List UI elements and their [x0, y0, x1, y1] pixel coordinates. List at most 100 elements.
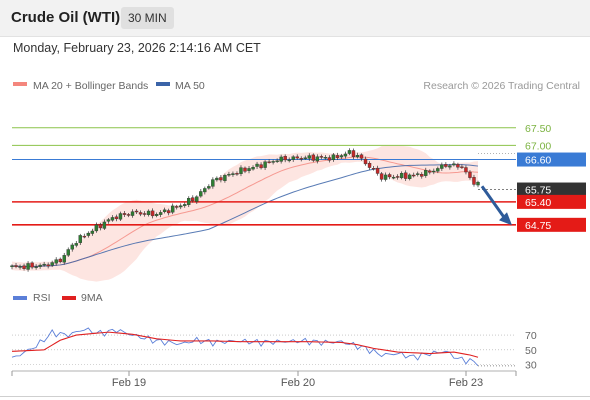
candle-body — [259, 164, 263, 169]
candle-body — [126, 214, 131, 216]
interval-badge[interactable]: 30 MIN — [121, 7, 174, 29]
candle-body — [460, 166, 464, 168]
candle-body — [243, 167, 247, 172]
candle-body — [468, 171, 472, 178]
candle-body — [452, 163, 456, 166]
candle-body — [62, 255, 66, 263]
rsi-legend-swatch — [13, 296, 27, 300]
candle-body — [444, 164, 448, 167]
candle-body — [428, 170, 432, 173]
candle-body — [399, 173, 404, 179]
candle-body — [78, 235, 82, 243]
candle-body — [391, 176, 396, 179]
candle-body — [26, 263, 30, 270]
candle-body — [74, 243, 78, 246]
candle — [283, 154, 287, 163]
candle-body — [207, 186, 211, 189]
candle — [303, 155, 307, 160]
candle-body — [235, 173, 239, 175]
candle — [263, 160, 267, 171]
candle — [335, 152, 340, 161]
candle-body — [363, 158, 368, 165]
candle — [18, 264, 22, 270]
candle-body — [291, 156, 295, 160]
candle-body — [179, 205, 183, 208]
credit-label: Research © 2026 Trading Central — [423, 80, 580, 92]
candle — [162, 207, 167, 214]
candle-body — [118, 213, 123, 220]
ma20-legend-label: MA 20 + Bollinger Bands — [33, 80, 148, 92]
chart-datetime: Monday, February 23, 2026 2:14:16 AM CET — [13, 41, 261, 55]
x-tick-label-0: Feb 19 — [112, 377, 146, 389]
candle — [379, 171, 384, 182]
candle-body — [255, 163, 259, 167]
level-tag-66.60 — [517, 152, 586, 167]
candle — [403, 170, 408, 182]
candle — [46, 262, 50, 269]
rsi-ma-legend-swatch — [62, 296, 76, 300]
candle — [146, 209, 151, 217]
candle — [14, 263, 18, 269]
candle — [219, 175, 223, 183]
candle — [231, 171, 235, 177]
candle — [223, 173, 227, 183]
candle-body — [170, 205, 175, 213]
candle — [38, 263, 42, 269]
candle — [118, 211, 123, 222]
candle-body — [420, 174, 424, 177]
candle — [444, 162, 448, 169]
level-tag-65.40 — [517, 194, 586, 209]
candle — [307, 153, 311, 161]
candle — [279, 154, 283, 164]
ma50-line — [11, 164, 479, 268]
candle-body — [387, 174, 392, 178]
candle-body — [295, 156, 299, 159]
candle-body — [395, 176, 400, 178]
candle — [420, 172, 424, 179]
candle-body — [299, 158, 303, 160]
candle-body — [412, 174, 416, 177]
x-tick-label-2: Feb 23 — [449, 377, 483, 389]
candle-body — [267, 161, 271, 163]
candle — [122, 210, 127, 217]
candle-body — [271, 161, 275, 163]
candle — [275, 158, 279, 163]
candle — [183, 202, 187, 208]
candle-body — [323, 157, 328, 159]
candle-body — [327, 157, 332, 161]
candle — [175, 204, 179, 210]
instrument-title: Crude Oil (WTI) — [11, 9, 121, 26]
candle — [424, 167, 428, 178]
candle-body — [94, 224, 99, 232]
candle — [436, 166, 440, 174]
candle-body — [432, 170, 436, 173]
candle-body — [30, 262, 34, 268]
candle — [259, 162, 263, 170]
candle-body — [319, 156, 324, 158]
candle — [327, 155, 332, 163]
x-tick-label-1: Feb 20 — [281, 377, 315, 389]
level-label-65.75: 65.75 — [525, 185, 551, 197]
candle — [94, 222, 99, 233]
candle-body — [367, 163, 372, 168]
candle-body — [187, 198, 191, 205]
candle — [235, 171, 239, 176]
candle — [211, 177, 215, 189]
candle-body — [307, 155, 311, 159]
candle — [464, 165, 468, 175]
candle — [70, 242, 74, 252]
rsi-legend-label: RSI — [33, 292, 51, 304]
ma50-legend-swatch — [156, 82, 170, 86]
candle-body — [102, 221, 107, 229]
candle-body — [223, 175, 227, 181]
candle-body — [351, 150, 356, 158]
candle-body — [456, 164, 460, 168]
candle-body — [58, 258, 62, 263]
candle — [82, 233, 87, 239]
candle-body — [371, 167, 376, 170]
candle — [267, 159, 271, 164]
candle — [371, 166, 376, 171]
level-tag-64.75 — [517, 217, 586, 232]
candle — [432, 168, 436, 175]
candle — [460, 164, 464, 170]
